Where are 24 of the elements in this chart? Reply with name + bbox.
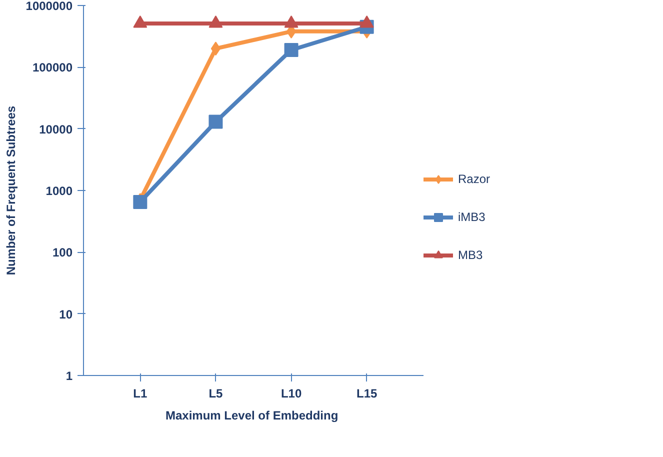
point — [284, 42, 298, 57]
y-tick-label: 1000000 — [26, 0, 73, 13]
y-axis-title: Number of Frequent Subtrees — [4, 105, 18, 276]
point — [208, 114, 223, 129]
y-tick-label: 10 — [59, 307, 73, 322]
x-tick-label: L10 — [280, 386, 302, 400]
x-tick-label: L15 — [356, 386, 378, 400]
legend-label: Razor — [458, 172, 490, 186]
y-tick-label: 1000 — [46, 184, 73, 198]
y-tick-label: 100 — [52, 246, 73, 260]
y-tick-label: 100000 — [32, 60, 73, 75]
point — [133, 195, 148, 210]
legend-label: iMB3 — [458, 210, 486, 224]
x-tick-label: L1 — [133, 386, 148, 400]
x-axis-title: Maximum Level of Embedding — [165, 408, 338, 422]
point — [284, 16, 298, 28]
point — [360, 16, 374, 28]
x-tick-label: L5 — [208, 386, 224, 400]
point — [133, 16, 148, 28]
point — [210, 42, 221, 56]
y-tick-label: 1 — [66, 369, 73, 383]
point — [208, 16, 223, 28]
legend-label: MB3 — [458, 248, 483, 262]
y-tick-label: 10000 — [39, 122, 73, 136]
